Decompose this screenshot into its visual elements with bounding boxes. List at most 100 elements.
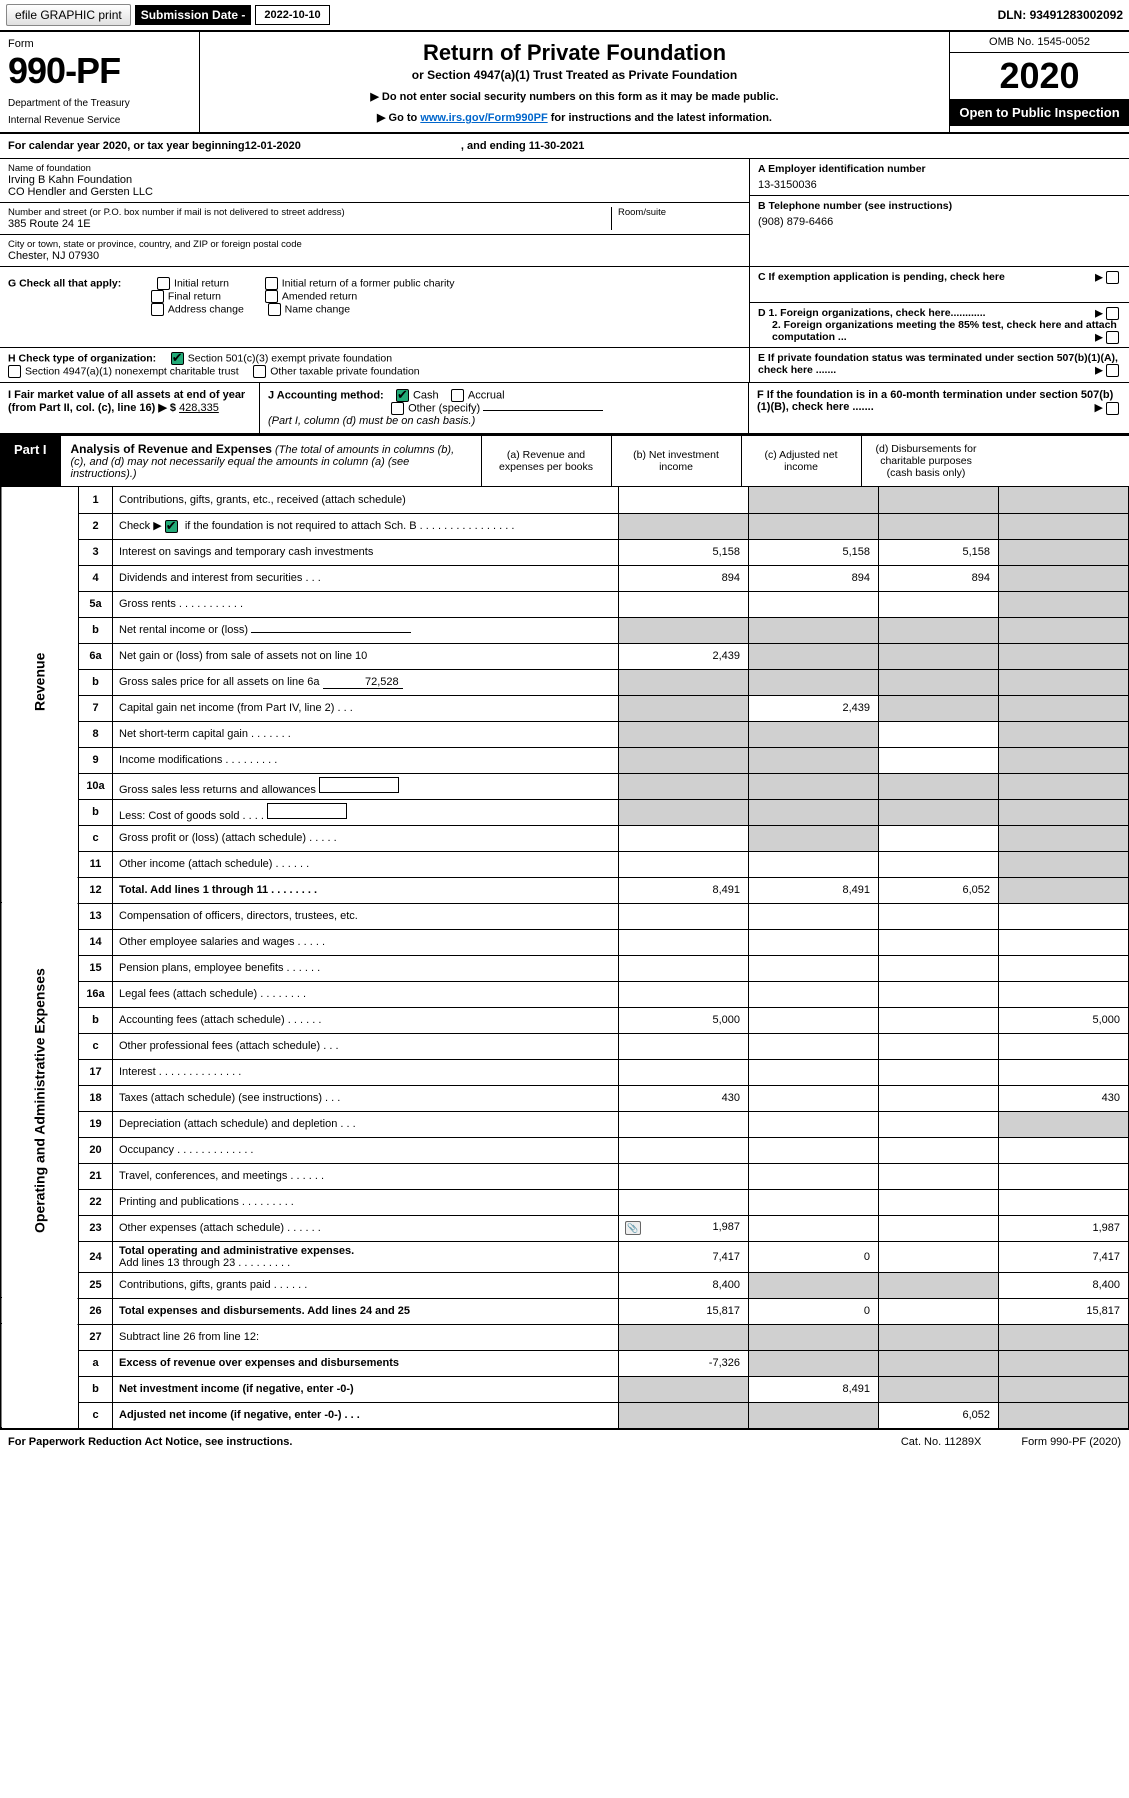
r4-b: 894 (749, 565, 879, 591)
city-cell: City or town, state or province, country… (0, 235, 749, 266)
chk-initial-return[interactable] (157, 277, 170, 290)
r10a-text: Gross sales less returns and allowances (119, 784, 316, 796)
opt-name-change: Name change (285, 303, 350, 315)
j-label: J Accounting method: (268, 389, 384, 401)
r1-desc: Contributions, gifts, grants, etc., rece… (113, 487, 619, 513)
chk-4947[interactable] (8, 365, 21, 378)
chk-name-change[interactable] (268, 303, 281, 316)
chk-e[interactable] (1106, 364, 1119, 377)
row-24: 24 Total operating and administrative ex… (1, 1241, 1129, 1272)
chk-address-change[interactable] (151, 303, 164, 316)
j-note: (Part I, column (d) must be on cash basi… (268, 415, 475, 427)
r25-a: 8,400 (619, 1272, 749, 1298)
city-label: City or town, state or province, country… (8, 239, 741, 250)
chk-schb[interactable] (165, 520, 178, 533)
open-to-public: Open to Public Inspection (950, 99, 1129, 126)
r10a-input[interactable] (319, 777, 399, 793)
schedule-icon[interactable]: 📎 (625, 1221, 641, 1235)
info-grid-4: I Fair market value of all assets at end… (0, 383, 1129, 434)
chk-cash[interactable] (396, 389, 409, 402)
r26-a: 15,817 (619, 1298, 749, 1324)
ein-label: A Employer identification number (758, 163, 1121, 175)
top-bar: efile GRAPHIC print Submission Date - 20… (0, 0, 1129, 32)
dln-value: 93491283002092 (1030, 8, 1123, 22)
row-14: 14Other employee salaries and wages . . … (1, 929, 1129, 955)
expenses-side-label: Operating and Administrative Expenses (1, 903, 79, 1298)
exp-side-end (1, 1298, 79, 1324)
row-18: 18Taxes (attach schedule) (see instructi… (1, 1085, 1129, 1111)
col-c-header: (c) Adjusted net income (741, 436, 861, 486)
r24-text1: Total operating and administrative expen… (119, 1245, 354, 1257)
name-label: Name of foundation (8, 163, 741, 174)
e-cell: E If private foundation status was termi… (750, 348, 1129, 380)
row-27c: cAdjusted net income (if negative, enter… (1, 1402, 1129, 1428)
r2-post: if the foundation is not required to att… (185, 520, 515, 532)
row-12: 12 Total. Add lines 1 through 11 . . . .… (1, 877, 1129, 903)
r25-num: 25 (79, 1272, 113, 1298)
r2-num: 2 (79, 513, 113, 539)
omb-number: OMB No. 1545-0052 (950, 32, 1129, 53)
instr-ssn: ▶ Do not enter social security numbers o… (212, 90, 937, 103)
r6a-a: 2,439 (619, 643, 749, 669)
r7-desc: Capital gain net income (from Part IV, l… (113, 695, 619, 721)
chk-c[interactable] (1106, 271, 1119, 284)
r22-num: 22 (79, 1189, 113, 1215)
chk-d1[interactable] (1106, 307, 1119, 320)
dln: DLN: 93491283002092 (998, 8, 1123, 22)
row-6a: 6a Net gain or (loss) from sale of asset… (1, 643, 1129, 669)
room-label: Room/suite (618, 207, 741, 218)
r6b-num: b (79, 669, 113, 695)
r6a-desc: Net gain or (loss) from sale of assets n… (113, 643, 619, 669)
r27a-desc: Excess of revenue over expenses and disb… (113, 1350, 619, 1376)
r10b-desc: Less: Cost of goods sold . . . . (113, 799, 619, 825)
dln-label: DLN: (998, 8, 1030, 22)
r5b-input[interactable] (251, 632, 411, 633)
info-grid-1: Name of foundation Irving B Kahn Foundat… (0, 159, 1129, 267)
chk-accrual[interactable] (451, 389, 464, 402)
r12-b: 8,491 (749, 877, 879, 903)
r5a-num: 5a (79, 591, 113, 617)
r26-d: 15,817 (999, 1298, 1129, 1324)
chk-final-return[interactable] (151, 290, 164, 303)
chk-501c3[interactable] (171, 352, 184, 365)
d1-label: D 1. Foreign organizations, check here..… (758, 307, 986, 319)
r6b-desc: Gross sales price for all assets on line… (113, 669, 619, 695)
calyear-text-a: For calendar year 2020, or tax year begi… (8, 140, 245, 152)
r6b-inline: 72,528 (323, 676, 403, 689)
chk-f[interactable] (1106, 402, 1119, 415)
chk-d2[interactable] (1106, 331, 1119, 344)
instr-post: for instructions and the latest informat… (551, 112, 772, 124)
row-26: 26 Total expenses and disbursements. Add… (1, 1298, 1129, 1324)
calyear-begin: 12-01-2020 (245, 140, 301, 152)
row-4: 4 Dividends and interest from securities… (1, 565, 1129, 591)
rev-side-end (1, 877, 79, 903)
efile-print-button[interactable]: efile GRAPHIC print (6, 4, 131, 26)
r8-desc: Net short-term capital gain . . . . . . … (113, 721, 619, 747)
col-a-header: (a) Revenue and expenses per books (481, 436, 611, 486)
ein-cell: A Employer identification number 13-3150… (750, 159, 1129, 196)
row-9: 9 Income modifications . . . . . . . . . (1, 747, 1129, 773)
r10b-input[interactable] (267, 803, 347, 819)
r13-desc: Compensation of officers, directors, tru… (113, 903, 619, 929)
footer-form: Form 990-PF (2020) (1021, 1436, 1121, 1448)
ein-value: 13-3150036 (758, 179, 1121, 191)
form990pf-link[interactable]: www.irs.gov/Form990PF (420, 112, 547, 124)
r16a-desc: Legal fees (attach schedule) . . . . . .… (113, 981, 619, 1007)
r11-num: 11 (79, 851, 113, 877)
r17-desc: Interest . . . . . . . . . . . . . . (113, 1059, 619, 1085)
chk-amended[interactable] (265, 290, 278, 303)
chk-initial-former[interactable] (265, 277, 278, 290)
i-value: 428,335 (179, 402, 219, 414)
r5a-desc: Gross rents . . . . . . . . . . . (113, 591, 619, 617)
info-grid-3: H Check type of organization: Section 50… (0, 348, 1129, 383)
footer-left: For Paperwork Reduction Act Notice, see … (8, 1436, 292, 1448)
r18-a: 430 (619, 1085, 749, 1111)
header-right: OMB No. 1545-0052 2020 Open to Public In… (949, 32, 1129, 132)
chk-other-method[interactable] (391, 402, 404, 415)
part1-table: Revenue 1 Contributions, gifts, grants, … (0, 487, 1129, 1429)
r24-num: 24 (79, 1241, 113, 1272)
j-other-input[interactable] (483, 410, 603, 411)
chk-other-taxable[interactable] (253, 365, 266, 378)
phone-value: (908) 879-6466 (758, 216, 1121, 228)
bottom-side (1, 1324, 79, 1428)
